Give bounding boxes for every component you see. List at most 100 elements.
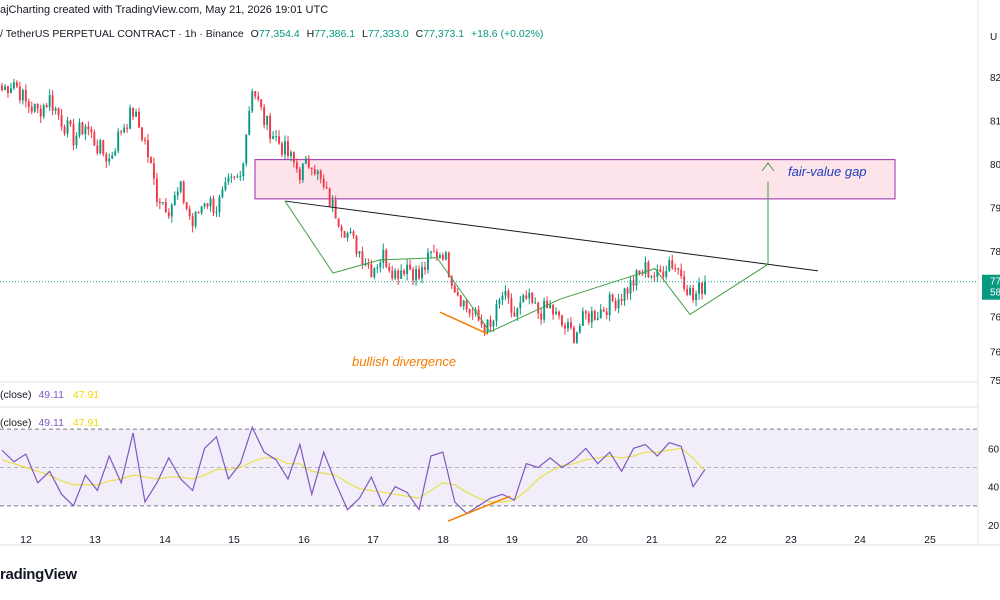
candle-body	[671, 260, 674, 269]
candle-body	[575, 332, 578, 343]
candle-body	[623, 288, 626, 302]
candle-body	[662, 271, 665, 277]
high-label: H	[306, 28, 315, 40]
candle-body	[269, 115, 272, 139]
candle-body	[51, 95, 54, 111]
candle-body	[403, 270, 406, 275]
candle-body	[111, 155, 114, 159]
rsi-title: (close)	[0, 389, 32, 401]
candle-body	[525, 295, 528, 299]
time-tick-label: 20	[576, 534, 588, 546]
header-title: ajCharting created with TradingView.com,…	[0, 4, 329, 16]
candle-body	[540, 313, 543, 320]
rsi-pane[interactable]	[0, 425, 978, 522]
time-tick-label: 13	[89, 534, 101, 546]
close-value: 77,373.1	[423, 28, 465, 40]
candle-body	[531, 292, 534, 304]
candle-body	[611, 294, 614, 302]
candle-body	[170, 204, 173, 217]
candle-body	[313, 168, 316, 175]
candle-body	[465, 300, 468, 310]
candle-body	[400, 270, 403, 279]
candle-body	[602, 309, 605, 312]
price-tick-label: 78	[990, 247, 1000, 258]
fvg-annotation: fair-value gap	[788, 164, 867, 179]
candle-body	[453, 285, 456, 293]
candle-body	[138, 111, 140, 128]
candle-body	[641, 273, 644, 275]
candle-body	[492, 320, 495, 327]
candle-body	[254, 91, 257, 97]
candle-body	[191, 216, 194, 227]
price-tick-label: 76	[990, 313, 1000, 324]
candle-body	[176, 191, 179, 196]
candle-body	[248, 111, 251, 135]
candle-body	[218, 196, 221, 213]
candle-body	[698, 282, 700, 294]
low-value: 77,333.0	[367, 28, 409, 40]
candle-body	[629, 280, 632, 294]
candle-body	[564, 325, 566, 329]
candle-body	[382, 249, 385, 263]
change-value: +18.6 (+0.02%)	[471, 28, 544, 40]
candle-body	[596, 318, 599, 320]
candle-body	[504, 291, 507, 296]
candle-body	[4, 86, 6, 91]
time-tick-label: 25	[924, 534, 936, 546]
candle-body	[334, 200, 337, 219]
candle-body	[1, 85, 3, 91]
candle-body	[54, 108, 57, 111]
candle-body	[173, 195, 176, 205]
price-tick-label: 80	[990, 160, 1000, 171]
candle-body	[233, 176, 236, 178]
candle-body	[549, 304, 552, 308]
candle-body	[626, 288, 629, 294]
candle-body	[373, 268, 376, 278]
rsi-legend-pane[interactable]: (close) 49.11 47.91	[0, 417, 99, 429]
candle-body	[358, 251, 361, 254]
candle-body	[149, 157, 152, 164]
candle-body	[206, 203, 209, 207]
candle-body	[397, 270, 400, 279]
candle-body	[221, 189, 224, 197]
candle-body	[108, 158, 111, 162]
symbol-name[interactable]: / TetherUS PERPETUAL CONTRACT · 1h · Bin…	[0, 28, 244, 40]
candle-body	[421, 267, 423, 279]
candle-body	[242, 163, 245, 177]
candle-body	[522, 295, 525, 303]
candle-body	[123, 127, 126, 133]
candle-body	[307, 158, 310, 168]
candle-body	[164, 202, 167, 213]
candle-body	[328, 188, 331, 207]
rsi-legend-main[interactable]: (close) 49.11 47.91	[0, 389, 99, 401]
fair-value-gap-zone[interactable]	[254, 159, 896, 200]
candle-body	[513, 312, 516, 317]
candle-body	[72, 124, 75, 146]
tradingview-logo[interactable]: radingView	[0, 566, 77, 583]
current-price-tag	[982, 274, 1000, 300]
candle-body	[593, 310, 596, 320]
candle-body	[239, 176, 242, 178]
candle-body	[438, 255, 441, 258]
candle-body	[93, 132, 96, 146]
rsi-band-fill	[0, 429, 978, 506]
chart-drawings[interactable]: fair-value gap bullish divergence	[0, 162, 978, 369]
candle-body	[227, 177, 230, 183]
candle-body	[570, 322, 572, 328]
candle-body	[635, 270, 638, 286]
candle-body	[590, 310, 593, 323]
candle-body	[361, 251, 364, 265]
candle-body	[537, 302, 540, 314]
candle-body	[578, 325, 581, 333]
candle-body	[251, 91, 254, 112]
candle-body	[69, 120, 72, 125]
candle-body	[260, 99, 263, 108]
open-label: O	[250, 28, 259, 40]
candle-body	[263, 107, 266, 125]
price-tick-label: 82	[990, 73, 1000, 84]
candle-body	[462, 300, 465, 307]
candle-body	[528, 292, 531, 299]
candle-body	[197, 211, 200, 213]
grid-lines	[0, 0, 1000, 546]
